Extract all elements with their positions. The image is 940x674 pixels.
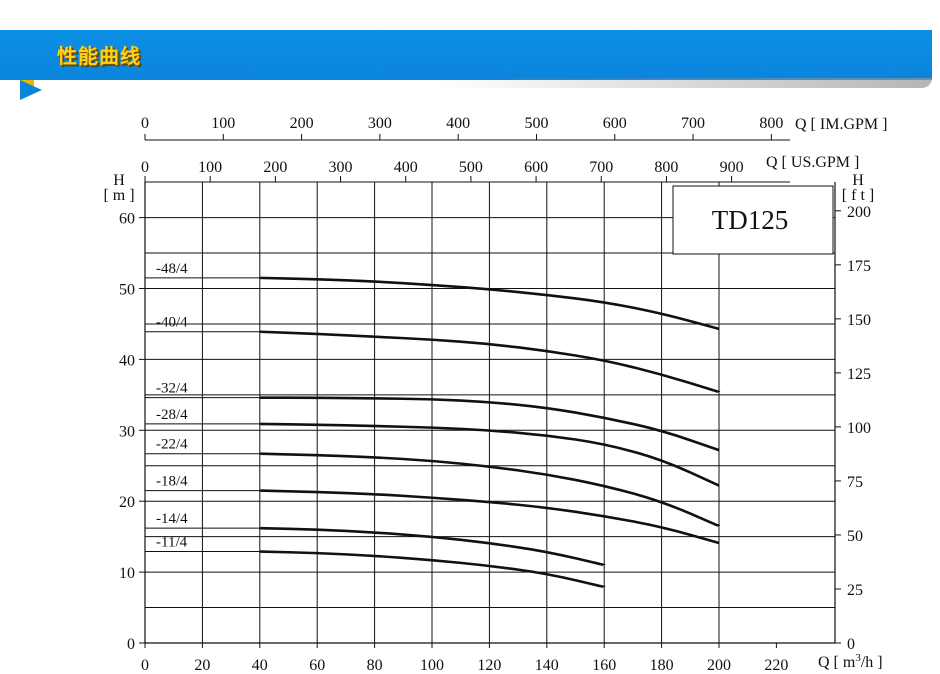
y-left-axis-unit: [ m ] (103, 187, 134, 204)
im-gpm-tick-label: 800 (759, 115, 783, 132)
y-left-tick-label: 50 (119, 282, 135, 299)
banner-shadow (440, 78, 932, 88)
y-left-tick-label: 40 (119, 352, 135, 369)
us-gpm-tick-label: 200 (263, 159, 287, 176)
curve-label: -14/4 (156, 511, 188, 527)
y-left-tick-label: 60 (119, 211, 135, 228)
y-right-tick-label: 175 (847, 258, 871, 275)
im-gpm-tick-label: 600 (603, 115, 627, 132)
model-label-box (672, 185, 834, 255)
section-banner (0, 30, 932, 80)
curve-label: -11/4 (156, 535, 188, 551)
curve-label: -22/4 (156, 437, 188, 453)
im-gpm-axis-title: Q [ IM.GPM ] (795, 116, 887, 133)
x-tick-label: 20 (194, 657, 210, 674)
us-gpm-tick-label: 800 (654, 159, 678, 176)
x-tick-label: 160 (592, 657, 616, 674)
im-gpm-tick-label: 300 (368, 115, 392, 132)
curve-label: -32/4 (156, 381, 188, 397)
performance-curve (259, 330, 720, 394)
x-tick-label: 100 (420, 657, 444, 674)
y-right-axis-title: H (852, 172, 864, 189)
y-left-tick-label: 20 (119, 494, 135, 511)
x-tick-label: 0 (141, 657, 149, 674)
us-gpm-tick-label: 500 (459, 159, 483, 176)
chart-curves (145, 276, 720, 589)
x-tick-label: 40 (252, 657, 268, 674)
y-left-tick-label: 0 (127, 636, 135, 653)
im-gpm-tick-label: 500 (524, 115, 548, 132)
curve-label: -18/4 (156, 474, 188, 490)
im-gpm-tick-label: 700 (681, 115, 705, 132)
banner-arrow-icon (20, 80, 42, 100)
y-right-tick-label: 25 (847, 582, 863, 599)
curve-label: -28/4 (156, 407, 188, 423)
y-right-tick-label: 50 (847, 528, 863, 545)
us-gpm-tick-label: 600 (524, 159, 548, 176)
im-gpm-tick-label: 0 (141, 115, 149, 132)
model-label: TD125 (712, 205, 789, 235)
chart-labels: 0 20 40 60 80 100 120 140 160 180 200 220 Q [ m3/h ]… (103, 115, 887, 674)
y-right-axis-unit: [ f t ] (842, 187, 874, 204)
us-gpm-tick-label: 300 (329, 159, 353, 176)
im-gpm-tick-label: 100 (211, 115, 235, 132)
im-gpm-tick-label: 400 (446, 115, 470, 132)
x-tick-label: 140 (535, 657, 559, 674)
us-gpm-axis-title: Q [ US.GPM ] (766, 154, 859, 171)
y-right-tick-label: 125 (847, 366, 871, 383)
x-tick-label: 200 (707, 657, 731, 674)
y-right-tick-label: 200 (847, 204, 871, 221)
y-left-tick-label: 30 (119, 423, 135, 440)
x-axis-title: Q [ m3/h ] (818, 652, 883, 671)
x-tick-label: 220 (764, 657, 788, 674)
x-tick-label: 80 (367, 657, 383, 674)
im-gpm-tick-label: 200 (290, 115, 314, 132)
y-right-tick-label: 0 (847, 636, 855, 653)
performance-curve (259, 489, 720, 545)
performance-curve (259, 526, 605, 567)
performance-curve (259, 422, 720, 487)
us-gpm-tick-label: 400 (394, 159, 418, 176)
us-gpm-tick-label: 700 (589, 159, 613, 176)
curve-label: -40/4 (156, 315, 188, 331)
us-gpm-tick-label: 0 (141, 159, 149, 176)
curve-label: -48/4 (156, 261, 188, 277)
y-left-axis-title: H (113, 172, 125, 189)
performance-curve (259, 452, 720, 528)
section-title: 性能曲线 (57, 44, 141, 68)
us-gpm-tick-label: 900 (720, 159, 744, 176)
performance-curve (259, 396, 720, 452)
x-tick-label: 180 (650, 657, 674, 674)
performance-curve (259, 550, 605, 589)
x-tick-label: 60 (309, 657, 325, 674)
y-right-tick-label: 75 (847, 474, 863, 491)
us-gpm-tick-label: 100 (198, 159, 222, 176)
chart-axes (139, 134, 841, 648)
performance-curve (259, 276, 720, 331)
x-tick-label: 120 (477, 657, 501, 674)
y-right-tick-label: 150 (847, 312, 871, 329)
y-right-tick-label: 100 (847, 420, 871, 437)
y-left-tick-label: 10 (119, 565, 135, 582)
